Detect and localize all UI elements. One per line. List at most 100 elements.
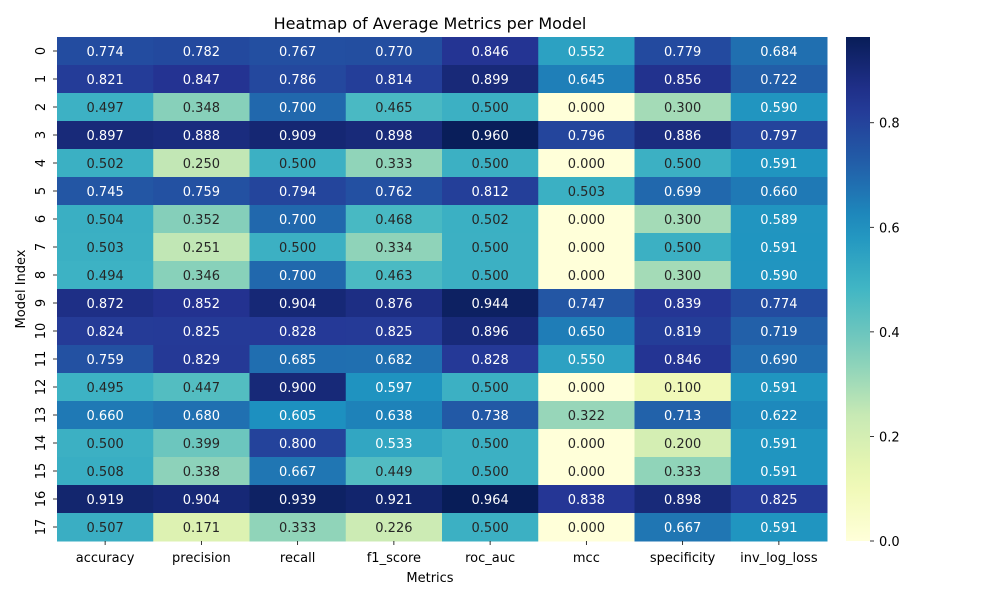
heatmap-cell <box>57 485 154 514</box>
heatmap-cell <box>730 233 828 262</box>
cell-value-label: 0.463 <box>375 269 412 284</box>
heatmap-cell <box>538 317 635 346</box>
y-tick-label: 17 <box>34 519 49 536</box>
heatmap-cell <box>634 177 732 206</box>
heatmap-cell <box>538 373 635 402</box>
x-tick-label: accuracy <box>76 551 135 566</box>
cell-value-label: 0.960 <box>472 129 509 144</box>
cell-value-label: 0.819 <box>664 325 701 340</box>
cell-value-label: 0.503 <box>87 241 124 256</box>
cell-value-label: 0.348 <box>183 101 220 116</box>
cell-value-label: 0.500 <box>664 241 701 256</box>
x-tick-label: f1_score <box>367 551 421 566</box>
heatmap-cell <box>153 121 250 150</box>
cell-value-label: 0.507 <box>87 521 124 536</box>
heatmap-cell <box>249 289 347 318</box>
heatmap-cell <box>730 429 828 458</box>
y-axis-label: Model Index <box>14 249 29 328</box>
x-tick-label: precision <box>172 551 231 566</box>
heatmap-cell <box>345 401 443 430</box>
cell-value-label: 0.465 <box>375 101 412 116</box>
cell-value-label: 0.904 <box>279 297 316 312</box>
colorbar <box>846 37 870 541</box>
heatmap-cell <box>57 513 154 542</box>
y-tick-label: 0 <box>34 47 49 55</box>
heatmap-cell <box>345 261 443 290</box>
heatmap-cell <box>634 93 732 122</box>
cell-value-label: 0.000 <box>568 437 605 452</box>
cell-value-label: 0.500 <box>279 157 316 172</box>
cell-value-label: 0.645 <box>568 73 605 88</box>
cell-value-label: 0.000 <box>568 241 605 256</box>
cell-value-label: 0.591 <box>760 381 797 396</box>
heatmap-cell <box>634 373 732 402</box>
heatmap-cell <box>730 317 828 346</box>
heatmap-cell <box>634 485 732 514</box>
cell-value-label: 0.500 <box>472 521 509 536</box>
heatmap-cell <box>442 373 539 402</box>
cell-value-label: 0.500 <box>472 437 509 452</box>
cell-value-label: 0.872 <box>87 297 124 312</box>
y-tick-label: 11 <box>34 351 49 368</box>
heatmap-cell <box>153 37 250 66</box>
y-tick-label: 4 <box>34 159 49 167</box>
cell-value-label: 0.700 <box>279 213 316 228</box>
heatmap-cell <box>538 233 635 262</box>
heatmap-cell <box>538 37 635 66</box>
cell-value-label: 0.759 <box>87 353 124 368</box>
heatmap-cell <box>57 429 154 458</box>
cell-value-label: 0.500 <box>279 241 316 256</box>
heatmap-cell <box>442 429 539 458</box>
heatmap-cell <box>345 205 443 234</box>
heatmap-cell <box>345 513 443 542</box>
cell-value-label: 0.605 <box>279 409 316 424</box>
cell-value-label: 0.767 <box>279 45 316 60</box>
heatmap-cell <box>153 373 250 402</box>
heatmap-cell <box>730 261 828 290</box>
heatmap-cell <box>345 373 443 402</box>
cell-value-label: 0.171 <box>183 521 220 536</box>
heatmap-cell <box>538 93 635 122</box>
colorbar-tick-label: 0.6 <box>879 221 900 236</box>
cell-value-label: 0.000 <box>568 381 605 396</box>
heatmap-cell <box>153 149 250 178</box>
cell-value-label: 0.838 <box>568 493 605 508</box>
heatmap-cell <box>153 261 250 290</box>
y-tick-label: 2 <box>34 103 49 111</box>
heatmap-cell <box>442 37 539 66</box>
heatmap-cell <box>730 149 828 178</box>
heatmap-cell <box>57 373 154 402</box>
x-tick-labels: accuracy precision recall f1_score roc_auc mc… <box>76 541 818 566</box>
heatmap-cell <box>345 429 443 458</box>
heatmap-cell <box>538 345 635 374</box>
heatmap-cell <box>730 93 828 122</box>
cell-value-label: 0.494 <box>87 269 124 284</box>
cell-value-label: 0.449 <box>375 465 412 480</box>
cell-value-label: 0.333 <box>664 465 701 480</box>
cell-value-label: 0.786 <box>279 73 316 88</box>
cell-value-label: 0.896 <box>472 325 509 340</box>
heatmap-cell <box>634 261 732 290</box>
heatmap-cell <box>249 401 347 430</box>
colorbar-ticks: 0.0 0.2 0.4 0.6 0.8 <box>870 117 900 550</box>
cell-value-label: 0.533 <box>375 437 412 452</box>
cell-value-label: 0.779 <box>664 45 701 60</box>
cell-value-label: 0.250 <box>183 157 220 172</box>
y-tick-label: 1 <box>34 75 49 83</box>
cell-value-label: 0.828 <box>472 353 509 368</box>
cell-value-label: 0.000 <box>568 521 605 536</box>
cell-value-label: 0.825 <box>183 325 220 340</box>
cell-value-label: 0.680 <box>183 409 220 424</box>
cell-value-label: 0.638 <box>375 409 412 424</box>
cell-value-label: 0.738 <box>472 409 509 424</box>
heatmap-cell <box>57 37 154 66</box>
heatmap-cell <box>57 121 154 150</box>
cell-value-label: 0.745 <box>87 185 124 200</box>
colorbar-tick-label: 0.4 <box>879 326 900 341</box>
cell-value-label: 0.800 <box>279 437 316 452</box>
heatmap-cell <box>538 177 635 206</box>
cell-value-label: 0.622 <box>760 409 797 424</box>
cell-value-label: 0.502 <box>87 157 124 172</box>
cell-value-label: 0.503 <box>568 185 605 200</box>
heatmap-cell <box>634 513 732 542</box>
